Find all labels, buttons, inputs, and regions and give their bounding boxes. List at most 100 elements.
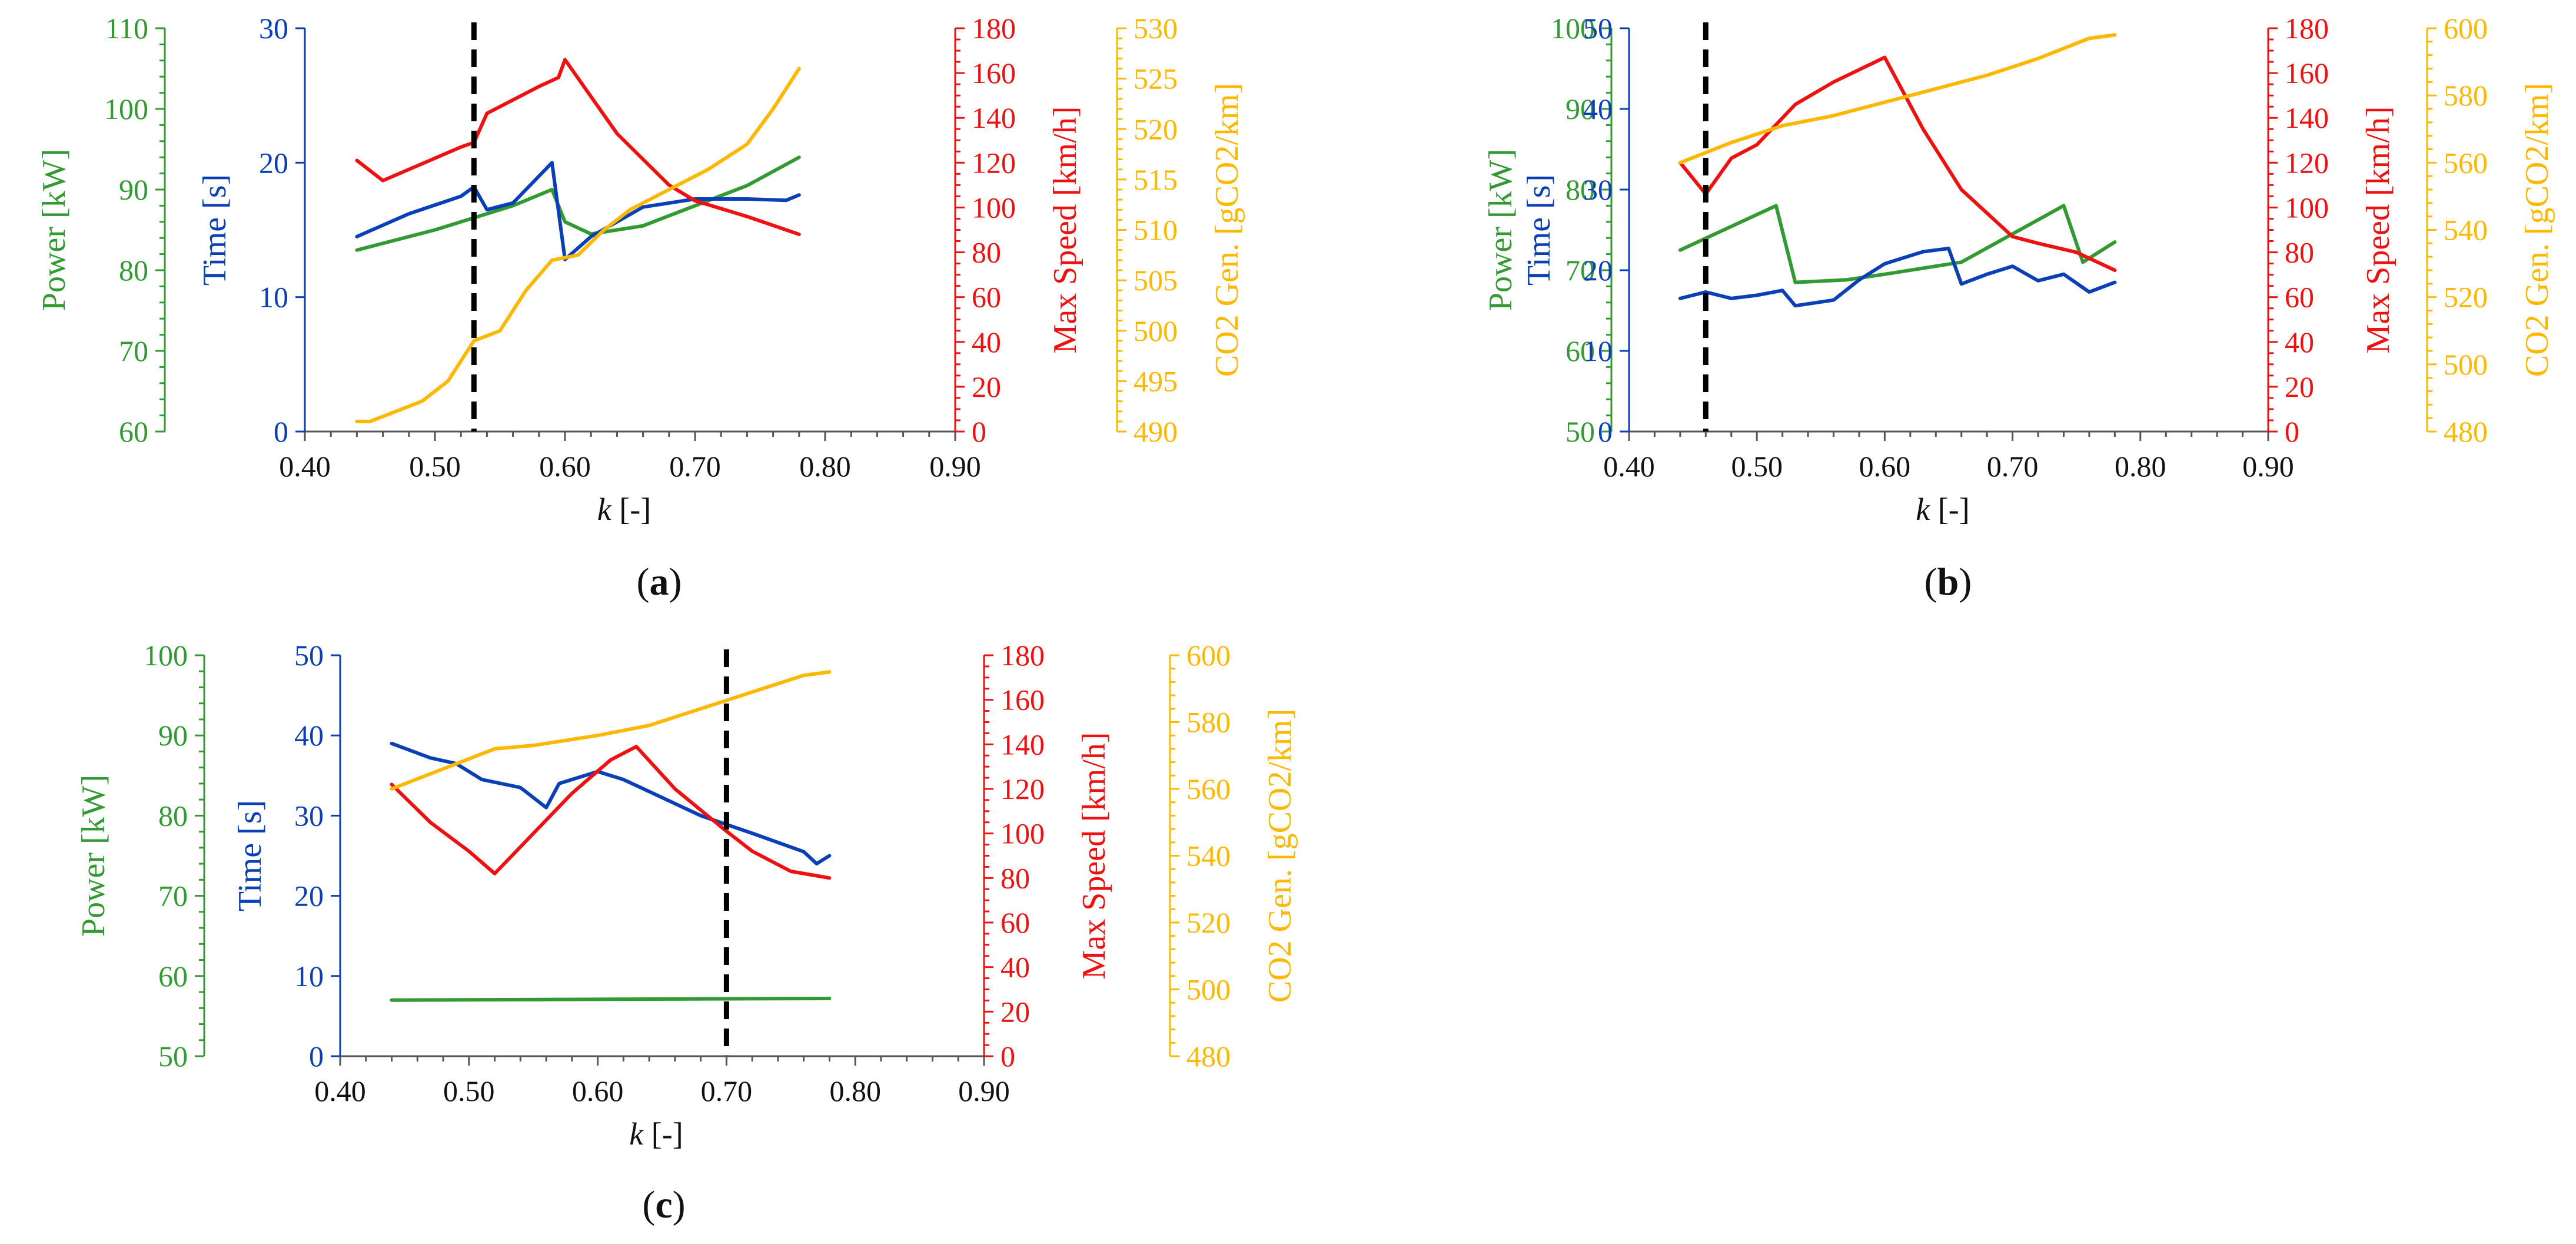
y-tick-label-co2: 515 bbox=[1134, 163, 1178, 196]
panel-caption: (c) bbox=[642, 1183, 685, 1226]
y-tick-label-time: 20 bbox=[259, 146, 288, 179]
caption-open-paren: ( bbox=[637, 560, 650, 603]
y-tick-label-speed: 160 bbox=[1001, 684, 1045, 716]
y-tick-label-power: 70 bbox=[1565, 254, 1595, 287]
y-tick-label-co2: 580 bbox=[1186, 706, 1231, 739]
y-tick-label-power: 90 bbox=[119, 173, 148, 206]
y-tick-label-time: 10 bbox=[259, 281, 288, 314]
series-line-co2 bbox=[1678, 33, 2117, 165]
x-tick-label: 0.80 bbox=[799, 450, 851, 483]
y-tick-label-time: 0 bbox=[1598, 415, 1613, 448]
y-axis-power: 60 70 80 90 100 110 Power [kW] bbox=[36, 12, 166, 448]
y-axis-co2: 480 500 520 540 560 580 600 CO2 Gen. [gCO2/km] bbox=[2426, 12, 2555, 448]
y-axis-speed: 0 20 40 60 80 100 120 140 160 180 Max Speed [km/h] bbox=[2267, 12, 2396, 448]
y-tick-label-speed: 80 bbox=[1001, 861, 1030, 894]
chart-panel-a: 0.40 0.50 0.60 0.70 0.80 0.90k [-]60708090100… bbox=[36, 12, 1245, 603]
panel-caption: (a) bbox=[637, 560, 682, 603]
y-tick-label-time: 30 bbox=[1583, 173, 1613, 206]
caption-letter: b bbox=[1937, 560, 1959, 603]
y-tick-label-time: 30 bbox=[294, 799, 324, 832]
y-tick-label-power: 100 bbox=[144, 639, 188, 672]
y-axis-label-co2: CO2 Gen. [gCO2/km] bbox=[1262, 709, 1298, 1003]
chart-panel-b: 0.40 0.50 0.60 0.70 0.80 0.90 k [-] 50 60 70 80 90 1… bbox=[1483, 12, 2555, 603]
y-tick-label-co2: 530 bbox=[1134, 12, 1178, 45]
series-line-power bbox=[1678, 204, 2117, 284]
y-tick-label-co2: 480 bbox=[2444, 415, 2488, 448]
y-tick-label-co2: 500 bbox=[1186, 973, 1231, 1006]
y-tick-label-speed: 40 bbox=[972, 326, 1001, 359]
x-axis-label-unit: [-] bbox=[643, 1116, 683, 1152]
y-tick-label-power: 90 bbox=[158, 719, 188, 752]
x-tick-label: 0.60 bbox=[539, 450, 591, 483]
y-tick-label-time: 20 bbox=[294, 880, 324, 913]
y-tick-label-co2: 495 bbox=[1134, 364, 1178, 397]
y-tick-label-speed: 100 bbox=[972, 191, 1016, 224]
y-axis-power: 50 60 70 80 90 100 Power [kW] bbox=[75, 639, 205, 1073]
y-axis-co2: 490 495 500 505 510 515 520 525 530 CO2 Gen. [gCO… bbox=[1116, 12, 1245, 448]
series-line-speed bbox=[355, 58, 801, 237]
series-line-power bbox=[390, 996, 832, 1002]
y-tick-label-time: 0 bbox=[309, 1040, 324, 1073]
y-tick-label-co2: 520 bbox=[1134, 112, 1178, 145]
y-tick-label-power: 80 bbox=[158, 799, 188, 832]
panel-caption: (b) bbox=[1924, 560, 1972, 603]
y-tick-label-speed: 180 bbox=[1001, 639, 1045, 672]
x-tick-label: 0.40 bbox=[1603, 450, 1655, 483]
y-tick-label-co2: 600 bbox=[1186, 639, 1231, 672]
y-tick-label-co2: 480 bbox=[1186, 1040, 1231, 1073]
y-tick-label-time: 30 bbox=[259, 12, 288, 45]
x-tick-label: 0.80 bbox=[829, 1074, 881, 1107]
x-tick-label: 0.60 bbox=[572, 1074, 624, 1107]
y-tick-label-co2: 500 bbox=[2444, 348, 2488, 381]
y-tick-label-time: 0 bbox=[274, 415, 288, 448]
y-tick-label-speed: 80 bbox=[972, 236, 1001, 269]
y-tick-label-co2: 520 bbox=[1186, 906, 1231, 939]
y-tick-label-speed: 140 bbox=[1001, 728, 1045, 761]
y-tick-label-power: 50 bbox=[158, 1040, 188, 1073]
y-tick-label-co2: 500 bbox=[1134, 314, 1178, 347]
y-tick-label-speed: 160 bbox=[2285, 57, 2329, 89]
caption-letter: c bbox=[655, 1183, 672, 1226]
y-tick-label-power: 50 bbox=[1565, 415, 1595, 448]
y-tick-label-speed: 80 bbox=[2285, 236, 2314, 269]
y-axis-label-speed: Max Speed [km/h] bbox=[2360, 107, 2396, 354]
x-tick-label: 0.70 bbox=[1987, 450, 2039, 483]
caption-close-paren: ) bbox=[1959, 560, 1972, 603]
y-tick-label-speed: 20 bbox=[972, 370, 1001, 403]
y-axis-speed: 0 20 40 60 80 100 120 140 160 180 Max Speed [km/h] bbox=[954, 12, 1083, 448]
y-axis-co2: 480 500 520 540 560 580 600 CO2 Gen. [gCO2/km] bbox=[1169, 639, 1298, 1073]
caption-close-paren: ) bbox=[673, 1183, 686, 1226]
y-tick-label-speed: 60 bbox=[2285, 281, 2314, 314]
x-tick-label: 0.50 bbox=[409, 450, 461, 483]
y-axis-label-power: Power [kW] bbox=[75, 775, 112, 937]
y-tick-label-power: 60 bbox=[158, 960, 188, 993]
series-line-speed bbox=[1678, 55, 2117, 272]
y-tick-label-co2: 540 bbox=[2444, 214, 2488, 247]
y-tick-label-speed: 40 bbox=[2285, 326, 2314, 359]
x-axis-label-symbol: k bbox=[1916, 492, 1930, 527]
x-tick-label: 0.40 bbox=[314, 1074, 366, 1107]
y-tick-label-co2: 580 bbox=[2444, 79, 2488, 112]
y-tick-label-speed: 160 bbox=[972, 57, 1016, 89]
x-tick-label: 0.60 bbox=[1859, 450, 1911, 483]
caption-open-paren: ( bbox=[642, 1183, 655, 1226]
y-tick-label-speed: 0 bbox=[1001, 1040, 1015, 1073]
y-tick-label-time: 50 bbox=[1583, 12, 1613, 45]
y-tick-label-power: 70 bbox=[119, 334, 148, 367]
y-tick-label-speed: 100 bbox=[2285, 191, 2329, 224]
y-axis-label-power: Power [kW] bbox=[1483, 149, 1519, 311]
x-axis-label-symbol: k bbox=[597, 492, 612, 527]
x-axis-label: k [-] bbox=[597, 492, 651, 527]
y-tick-label-co2: 525 bbox=[1134, 62, 1178, 95]
series-line-co2 bbox=[355, 67, 801, 423]
x-tick-label: 0.90 bbox=[2242, 450, 2294, 483]
y-tick-label-power: 70 bbox=[158, 880, 188, 913]
x-axis: 0.40 0.50 0.60 0.70 0.80 0.90 k [-] bbox=[314, 1055, 1010, 1152]
y-axis-speed: 0 20 40 60 80 100 120 140 160 180 Max Speed [km/h] bbox=[983, 639, 1112, 1073]
y-tick-label-speed: 0 bbox=[2285, 415, 2299, 448]
y-tick-label-speed: 60 bbox=[972, 281, 1001, 314]
y-axis-label-time: Time [s] bbox=[232, 800, 268, 911]
y-tick-label-time: 20 bbox=[1583, 254, 1613, 287]
caption-open-paren: ( bbox=[1924, 560, 1937, 603]
